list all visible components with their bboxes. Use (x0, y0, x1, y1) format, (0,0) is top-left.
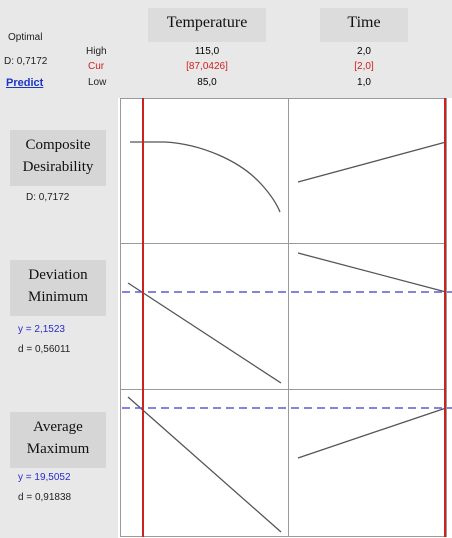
deviation-y-value: y = 2,1523 (18, 324, 65, 335)
row-label-cur: Cur (88, 61, 105, 72)
temperature-high: 115,0 (194, 46, 220, 57)
time-current[interactable]: [2,0] (354, 61, 374, 72)
row-label-high: High (86, 46, 107, 57)
response-title-deviation: Deviation Minimum (10, 260, 106, 316)
composite-time-curve (297, 141, 447, 183)
deviation-d-value: d = 0,56011 (18, 344, 71, 355)
deviation-temperature-curve (127, 282, 282, 384)
composite-temperature-curve (130, 141, 281, 213)
factor-name-temperature: Temperature (166, 14, 248, 31)
predict-link[interactable]: Predict (6, 77, 44, 89)
average-time-curve (297, 407, 447, 459)
response-title-average-line1: Average (33, 419, 83, 435)
average-temperature-curve (127, 396, 282, 533)
response-title-composite-line2: Desirability (22, 159, 94, 175)
factor-header-temperature (148, 8, 266, 42)
response-title-average: Average Maximum (10, 412, 106, 468)
optimal-label: Optimal (8, 32, 43, 43)
temperature-low: 85,0 (197, 77, 217, 88)
row-label-low: Low (88, 77, 107, 88)
time-low: 1,0 (357, 77, 371, 88)
response-title-average-line2: Maximum (26, 441, 90, 457)
time-high: 2,0 (357, 46, 371, 57)
temperature-current[interactable]: [87,0426] (186, 61, 228, 72)
response-title-composite-line1: Composite (25, 137, 91, 153)
plot-frame (120, 98, 447, 537)
response-title-composite: Composite Desirability (10, 130, 106, 186)
response-title-deviation-line1: Deviation (28, 267, 88, 283)
response-title-deviation-line2: Minimum (27, 289, 88, 305)
average-d-value: d = 0,91838 (18, 492, 72, 503)
composite-d-value: D: 0,7172 (26, 192, 70, 203)
optimal-d-value: D: 0,7172 (4, 56, 48, 67)
factor-header-time (320, 8, 408, 42)
plot-grid-lines (120, 98, 447, 537)
factor-name-time: Time (347, 14, 381, 31)
deviation-time-curve (297, 252, 447, 293)
average-y-value: y = 19,5052 (18, 472, 71, 483)
